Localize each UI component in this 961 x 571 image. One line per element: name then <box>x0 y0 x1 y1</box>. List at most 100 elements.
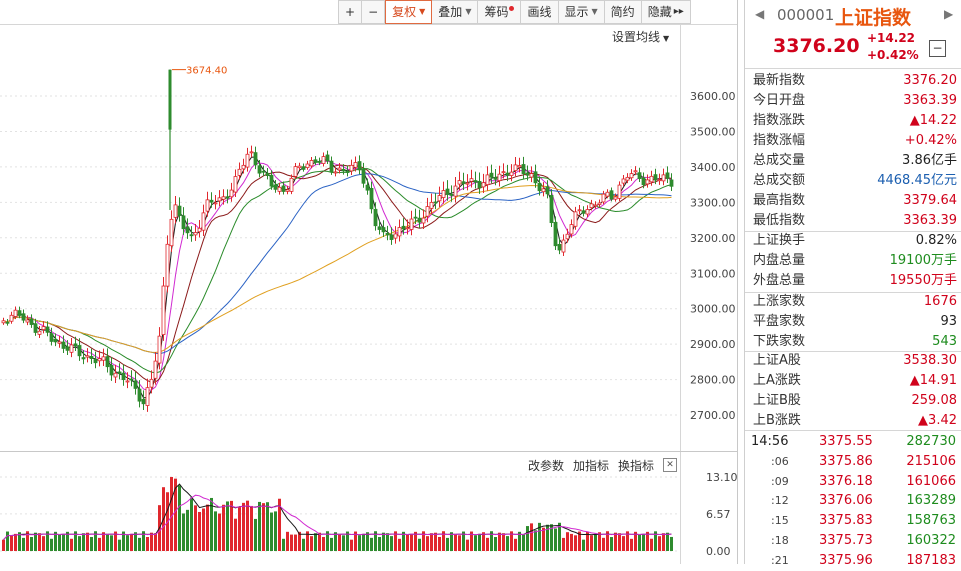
stat-label: 总成交额 <box>753 173 806 188</box>
tick-time: :12 <box>771 494 789 508</box>
stat-value: 3379.64 <box>903 193 957 208</box>
tick-row: :09 3376.18 161066 <box>745 472 961 492</box>
volume-bar <box>294 534 297 551</box>
candle-body <box>245 153 250 168</box>
volume-bar <box>122 531 125 551</box>
volume-bar <box>554 528 557 551</box>
collapse-button[interactable]: − <box>929 40 946 57</box>
stat-label: 下跌家数 <box>753 334 806 349</box>
volume-bar <box>314 533 317 551</box>
tick-time: :18 <box>771 534 789 547</box>
volume-bar <box>62 534 65 551</box>
candle-body <box>477 180 482 189</box>
candle-body <box>333 171 338 174</box>
tick-volume: 187183 <box>906 552 956 568</box>
volume-bar <box>642 534 645 551</box>
chevron-down-icon: ▼ <box>419 7 426 16</box>
volume-bar <box>178 485 181 551</box>
change-params-button[interactable]: 改参数 <box>528 459 565 473</box>
candle-body <box>301 166 306 170</box>
candle-body <box>529 173 534 178</box>
volume-bars <box>2 476 673 551</box>
candle-body <box>177 205 182 216</box>
candle-body <box>149 378 154 388</box>
candle-body <box>525 172 530 176</box>
close-icon[interactable]: ✕ <box>663 458 677 472</box>
volume-bar <box>18 532 21 551</box>
volume-bar <box>474 535 477 551</box>
add-indicator-button[interactable]: 加指标 <box>573 459 610 473</box>
candle-body <box>233 176 238 193</box>
hide-button[interactable]: 隐藏 ▸▸ <box>641 0 691 24</box>
volume-bar <box>226 501 229 551</box>
volume-bar <box>290 534 293 551</box>
moving-average-lines <box>3 156 672 399</box>
volume-bar <box>626 531 629 551</box>
stat-value: 19100万手 <box>889 253 957 268</box>
volume-bar <box>522 534 525 551</box>
candle-body <box>225 196 230 199</box>
volume-bar <box>482 532 485 551</box>
candle-body <box>509 171 514 176</box>
volume-bar <box>326 531 329 551</box>
chips-button[interactable]: 筹码 <box>478 0 522 24</box>
stat-row: 下跌家数 543 <box>753 332 957 352</box>
candle-body <box>153 360 158 379</box>
ma-settings-button[interactable]: 设置均线 ▼ <box>612 28 669 45</box>
overlay-dropdown[interactable]: 叠加 ▼ <box>432 0 479 24</box>
volume-bar <box>402 531 405 551</box>
volume-bar <box>330 537 333 551</box>
candle-body <box>205 199 210 212</box>
simple-mode-button[interactable]: 简约 <box>604 0 642 24</box>
candle-body <box>289 177 294 192</box>
volume-bar <box>574 535 577 551</box>
kline-chart-area[interactable]: ▸ 3600.003500.003400.003300.003200.00310… <box>0 0 738 564</box>
prev-stock-arrow-icon[interactable]: ◀ <box>755 7 765 21</box>
candle-body <box>457 180 462 185</box>
stat-value: ▲14.22 <box>909 113 957 128</box>
candle-body <box>213 202 218 205</box>
candle-body <box>649 175 654 183</box>
candle-body <box>168 69 172 130</box>
volume-ma-line <box>3 483 672 541</box>
next-stock-arrow-icon[interactable]: ▶ <box>944 7 954 21</box>
fuquan-dropdown[interactable]: 复权 ▼ <box>385 0 433 24</box>
stat-value: 3.86亿手 <box>902 153 957 168</box>
draw-line-button[interactable]: 画线 <box>521 0 559 24</box>
tick-price: 3376.06 <box>819 493 873 509</box>
volume-bar <box>630 538 633 551</box>
ma120-line <box>3 184 672 353</box>
ma20-line <box>3 164 672 383</box>
stat-label: 最新指数 <box>753 73 806 88</box>
volume-bar <box>250 505 253 551</box>
candle-body <box>5 321 10 324</box>
volume-bar <box>490 531 493 551</box>
zoom-out-button[interactable]: − <box>362 0 386 24</box>
stat-row: 今日开盘 3363.39 <box>753 91 957 111</box>
volume-axis: 13.10 6.57 0.00 <box>706 471 738 558</box>
candle-body <box>617 184 622 199</box>
volume-bar <box>378 537 381 551</box>
volume-bar <box>366 532 369 551</box>
volume-bar <box>502 533 505 551</box>
candle-body <box>269 174 274 187</box>
candle-body <box>197 227 202 233</box>
volume-bar <box>98 537 101 551</box>
volume-bar <box>286 531 289 551</box>
volume-tick-label: 6.57 <box>706 508 731 521</box>
zoom-in-button[interactable]: + <box>338 0 363 24</box>
volume-bar <box>410 534 413 551</box>
display-dropdown[interactable]: 显示 ▼ <box>558 0 605 24</box>
candle-body <box>417 217 422 223</box>
volume-bar <box>22 537 25 551</box>
stat-value: +0.42% <box>904 133 957 148</box>
stat-value: 19550万手 <box>889 273 957 288</box>
stat-value: 93 <box>940 314 957 329</box>
price-change: +14.22 <box>867 31 916 45</box>
switch-indicator-button[interactable]: 换指标 <box>618 459 655 473</box>
stat-value: 4468.45亿元 <box>877 173 957 188</box>
stat-value: 3376.20 <box>903 73 957 88</box>
candle-body <box>433 201 438 204</box>
volume-bar <box>242 502 245 551</box>
stat-row: 上B涨跌 ▲3.42 <box>753 411 957 431</box>
